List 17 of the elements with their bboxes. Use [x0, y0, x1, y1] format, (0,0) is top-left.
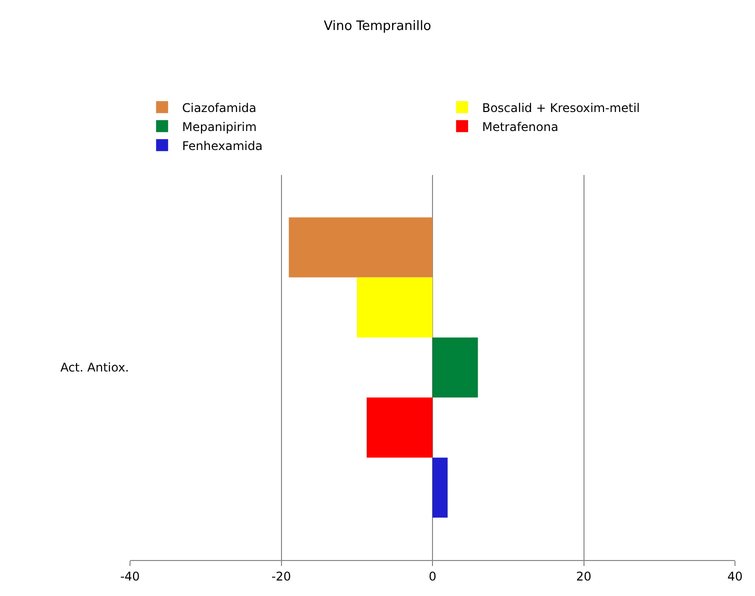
- x-tick-label: 0: [428, 569, 436, 584]
- legend-label: Mepanipirim: [182, 120, 257, 134]
- legend-label: Ciazofamida: [182, 100, 256, 115]
- legend-label: Metrafenona: [482, 120, 558, 134]
- bar: [366, 398, 432, 458]
- legend-label: Boscalid + Kresoxim-metil: [482, 100, 640, 115]
- x-tick-label: 20: [576, 569, 592, 584]
- bar: [432, 458, 448, 518]
- y-tick-label: Act. Antiox.: [60, 360, 129, 375]
- x-tick-label: -40: [120, 569, 140, 584]
- bar: [356, 277, 432, 338]
- x-tick-label: 40: [727, 569, 743, 584]
- bar: [288, 217, 432, 278]
- x-tick-label: -20: [271, 569, 292, 584]
- chart-title: Vino Tempranillo: [324, 18, 432, 34]
- legend-label: Fenhexamida: [182, 138, 263, 153]
- bar: [432, 337, 478, 398]
